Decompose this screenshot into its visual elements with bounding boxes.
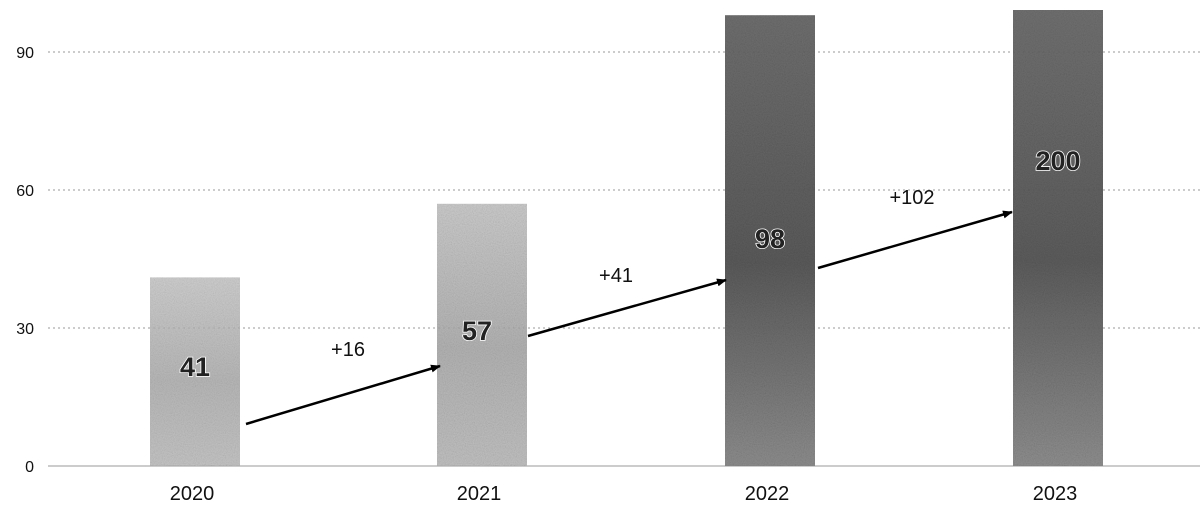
y-tick-label: 30	[16, 321, 34, 338]
data-label: 41	[180, 352, 210, 382]
growth-arrows: +16 +41 +102	[245, 187, 1013, 426]
data-labels: 41 57 98 200	[179, 145, 1081, 383]
growth-annotation: +16	[331, 339, 365, 361]
data-label: 57	[462, 316, 492, 346]
growth-annotation: +102	[889, 187, 934, 209]
growth-arrow	[245, 364, 441, 426]
x-axis: 2020 2021 2022 2023	[170, 483, 1078, 505]
growth-annotation: +41	[599, 265, 633, 287]
y-tick-label: 90	[16, 45, 34, 62]
bar-2020	[150, 277, 240, 466]
growth-arrow	[527, 278, 727, 338]
y-tick-label: 0	[25, 459, 34, 476]
data-label: 200	[1035, 146, 1080, 176]
bar-2022	[725, 15, 815, 466]
y-axis: 0 30 60 90	[16, 45, 34, 476]
x-tick-label: 2022	[745, 483, 790, 505]
x-tick-label: 2023	[1033, 483, 1078, 505]
growth-arrow	[817, 210, 1013, 270]
data-label: 98	[755, 224, 785, 254]
bars	[150, 10, 1103, 467]
bar-2023	[1013, 10, 1103, 466]
bar-2021	[437, 203, 527, 467]
x-tick-label: 2020	[170, 483, 215, 505]
y-tick-label: 60	[16, 183, 34, 200]
x-tick-label: 2021	[457, 483, 502, 505]
